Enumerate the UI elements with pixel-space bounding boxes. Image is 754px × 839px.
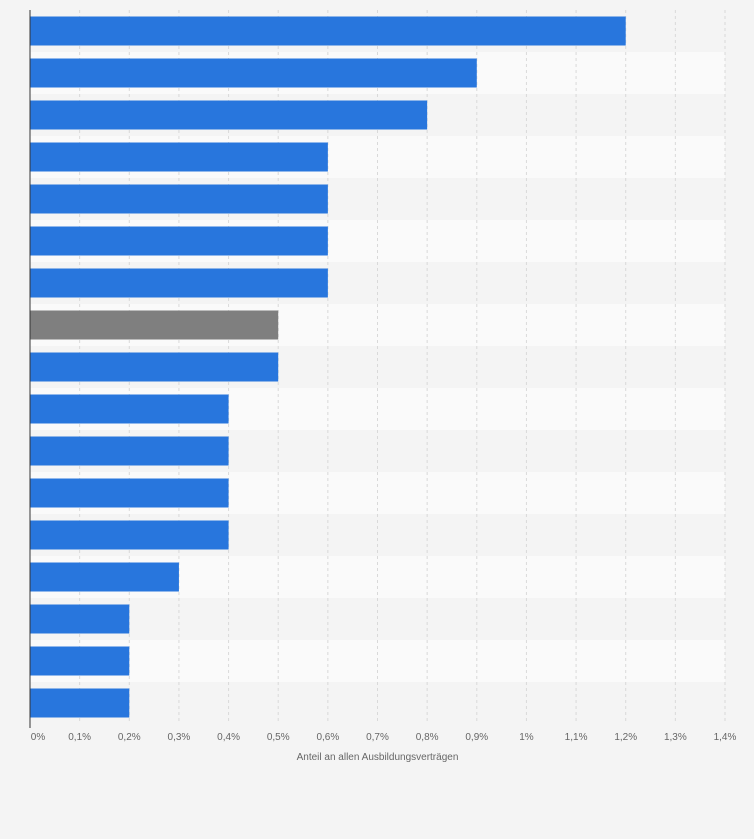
x-tick-label: 0,4% (217, 732, 240, 743)
x-axis-ticks: 0% 0,1% 0,2% 0,3% 0,4% 0,5% 0,6% 0,7% 0,8% 0,9% 1%… (31, 732, 737, 743)
bar[interactable] (30, 16, 626, 46)
bar[interactable] (30, 646, 130, 676)
bar[interactable] (30, 604, 130, 634)
bar[interactable] (30, 184, 328, 214)
x-tick-label: 1,1% (565, 732, 588, 743)
x-tick-label: 0,5% (267, 732, 290, 743)
bar[interactable] (30, 100, 428, 130)
bar[interactable] (30, 226, 328, 256)
x-tick-label: 0,2% (118, 732, 141, 743)
x-tick-label: 1% (519, 732, 534, 743)
bar[interactable] (30, 352, 279, 382)
bar[interactable] (30, 58, 477, 88)
bar[interactable] (30, 436, 229, 466)
gridlines (79, 10, 726, 724)
bar[interactable] (30, 562, 179, 592)
x-tick-label: 0,8% (416, 732, 439, 743)
x-tick-label: 0,9% (465, 732, 488, 743)
bar[interactable] (30, 268, 328, 298)
x-tick-label: 1,2% (614, 732, 637, 743)
x-tick-label: 1,4% (714, 732, 737, 743)
bar[interactable] (30, 688, 130, 718)
x-axis-title: Anteil an allen Ausbildungsverträgen (297, 752, 459, 763)
bar[interactable] (30, 394, 229, 424)
bar[interactable] (30, 142, 328, 172)
x-tick-label: 0,1% (68, 732, 91, 743)
bar[interactable] (30, 310, 279, 340)
x-tick-label: 0,6% (316, 732, 339, 743)
bar[interactable] (30, 520, 229, 550)
x-tick-label: 0% (31, 732, 46, 743)
x-tick-label: 0,3% (168, 732, 191, 743)
x-tick-label: 0,7% (366, 732, 389, 743)
bar[interactable] (30, 478, 229, 508)
x-tick-label: 1,3% (664, 732, 687, 743)
bars (30, 16, 626, 718)
